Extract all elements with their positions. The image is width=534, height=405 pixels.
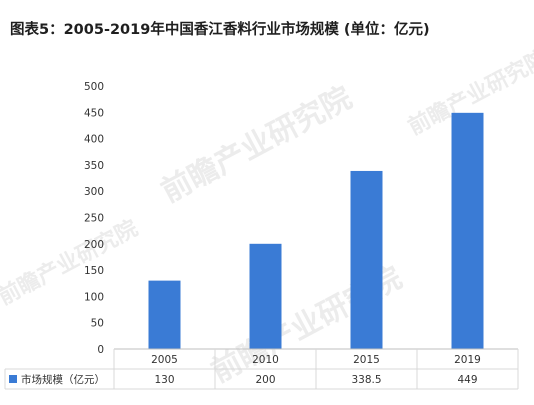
y-tick-label: 400: [84, 134, 104, 146]
x-tick-label: 2010: [252, 354, 279, 366]
legend-label: 市场规模（亿元）: [21, 373, 105, 386]
y-tick-label: 150: [84, 265, 104, 277]
y-tick-label: 50: [91, 318, 104, 330]
y-tick-label: 0: [97, 344, 104, 356]
legend-swatch: [9, 375, 17, 383]
y-tick-label: 300: [84, 186, 104, 198]
bar: [249, 243, 282, 349]
chart-title: 图表5：2005-2019年中国香江香料行业市场规模 (单位：亿元): [10, 22, 430, 38]
y-tick-label: 450: [84, 107, 104, 119]
x-tick-label: 2015: [353, 354, 380, 366]
y-tick-label: 100: [84, 291, 104, 303]
y-tick-label: 250: [84, 213, 104, 225]
bar: [148, 280, 181, 349]
bar: [350, 170, 383, 349]
data-table-value: 449: [457, 374, 477, 386]
data-table-value: 338.5: [351, 374, 381, 386]
y-tick-label: 350: [84, 160, 104, 172]
bar: [451, 112, 484, 350]
x-tick-label: 2005: [151, 354, 178, 366]
data-table-value: 130: [154, 374, 174, 386]
x-tick-label: 2019: [454, 354, 481, 366]
y-tick-label: 200: [84, 239, 104, 251]
data-table-value: 200: [255, 374, 275, 386]
y-tick-label: 500: [84, 81, 104, 93]
